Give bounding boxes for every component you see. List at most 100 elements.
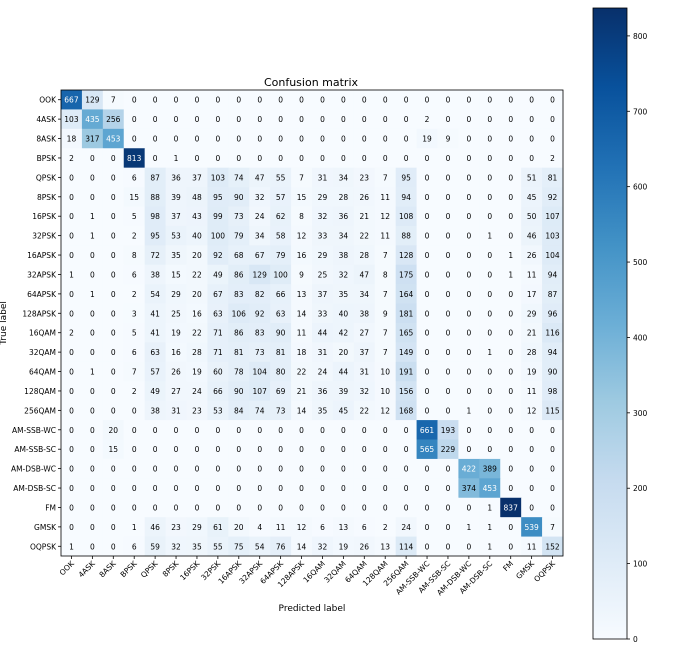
cell-value-label: 0 [111, 542, 116, 551]
cell-value-label: 0 [529, 426, 534, 435]
matrix-cell [249, 420, 271, 440]
cell-value-label: 0 [236, 484, 241, 493]
colorbar-tick-label: 500 [633, 258, 648, 267]
matrix-cell [165, 206, 187, 227]
matrix-cell [165, 458, 187, 479]
cell-value-label: 0 [446, 212, 451, 221]
cell-value-label: 813 [127, 154, 142, 163]
cell-value-label: 0 [446, 542, 451, 551]
cell-value-label: 32 [255, 193, 265, 202]
cell-value-label: 0 [508, 154, 513, 163]
matrix-cell [395, 400, 417, 421]
y-tick-label: OQPSK [30, 542, 57, 551]
matrix-cell [123, 264, 146, 285]
cell-value-label: 67 [255, 251, 265, 260]
matrix-cell [249, 225, 271, 246]
cell-value-label: 36 [339, 212, 349, 221]
cell-value-label: 129 [253, 270, 268, 279]
cell-value-label: 0 [446, 251, 451, 260]
cell-value-label: 0 [153, 154, 158, 163]
cell-value-label: 0 [153, 445, 158, 454]
cell-value-label: 36 [318, 387, 328, 396]
matrix-cell [374, 90, 397, 110]
cell-value-label: 99 [213, 212, 223, 221]
matrix-cell [332, 517, 355, 537]
y-tick-label: AM-SSB-SC [14, 445, 56, 454]
cell-value-label: 35 [318, 406, 328, 415]
cell-value-label: 0 [383, 115, 388, 124]
cell-value-label: 104 [545, 251, 560, 260]
cell-value-label: 31 [360, 368, 370, 377]
matrix-cell [186, 381, 208, 402]
cell-value-label: 35 [339, 290, 349, 299]
matrix-cell [102, 478, 125, 499]
matrix-cell [249, 187, 271, 207]
cell-value-label: 0 [466, 503, 471, 512]
matrix-cell [479, 497, 501, 518]
matrix-cell [123, 361, 146, 382]
matrix-cell [542, 439, 564, 460]
matrix-cell [374, 420, 397, 440]
x-axis-label: Predicted label [279, 604, 346, 614]
cell-value-label: 0 [69, 348, 74, 357]
matrix-cell [416, 420, 438, 440]
colorbar-tick-label: 600 [633, 183, 648, 192]
cell-value-label: 95 [150, 232, 160, 241]
cell-value-label: 0 [362, 154, 367, 163]
cell-value-label: 36 [171, 173, 181, 182]
cell-value-label: 0 [466, 115, 471, 124]
cell-value-label: 453 [106, 135, 121, 144]
matrix-cell [312, 536, 334, 557]
matrix-cell [270, 284, 292, 304]
cell-value-label: 0 [111, 212, 116, 221]
matrix-cell [123, 439, 146, 460]
matrix-cell [458, 323, 480, 343]
cell-value-label: 0 [111, 193, 116, 202]
matrix-cell [479, 264, 501, 285]
matrix-cell [374, 478, 397, 499]
matrix-cell [416, 90, 438, 110]
matrix-cell [374, 323, 397, 343]
cell-value-label: 19 [192, 368, 202, 377]
cell-value-label: 8 [132, 251, 137, 260]
cell-value-label: 0 [446, 154, 451, 163]
matrix-cell [249, 148, 271, 169]
cell-value-label: 0 [236, 503, 241, 512]
cell-value-label: 0 [487, 154, 492, 163]
x-tick-label: 16PSK [178, 558, 202, 582]
cell-value-label: 20 [234, 523, 244, 532]
cell-value-label: 0 [320, 465, 325, 474]
matrix-cell [207, 109, 229, 130]
matrix-cell [228, 323, 250, 343]
cell-value-label: 29 [527, 309, 537, 318]
cell-value-label: 0 [508, 426, 513, 435]
cell-value-label: 0 [278, 96, 283, 105]
matrix-cell [81, 497, 104, 518]
matrix-cell [312, 517, 334, 537]
matrix-cell [270, 420, 292, 440]
matrix-cell [332, 439, 355, 460]
matrix-cell [395, 420, 417, 440]
cell-value-label: 374 [462, 484, 477, 493]
cell-value-label: 149 [399, 348, 414, 357]
cell-value-label: 6 [132, 348, 137, 357]
cell-value-label: 0 [362, 96, 367, 105]
cell-value-label: 35 [192, 542, 202, 551]
cell-value-label: 81 [276, 348, 286, 357]
cell-value-label: 11 [380, 232, 390, 241]
matrix-cell [332, 342, 355, 363]
matrix-cell [270, 497, 292, 518]
matrix-cell [395, 497, 417, 518]
y-tick-label: 256QAM [24, 406, 56, 415]
matrix-cell [228, 458, 250, 479]
matrix-cell [186, 536, 208, 557]
cell-value-label: 11 [276, 523, 286, 532]
cell-value-label: 55 [276, 173, 286, 182]
matrix-cell [81, 478, 104, 499]
matrix-cell [458, 109, 480, 130]
matrix-cell [228, 264, 250, 285]
cell-value-label: 94 [548, 270, 558, 279]
matrix-cell [521, 264, 543, 285]
matrix-cell [228, 400, 250, 421]
cell-value-label: 38 [339, 251, 349, 260]
